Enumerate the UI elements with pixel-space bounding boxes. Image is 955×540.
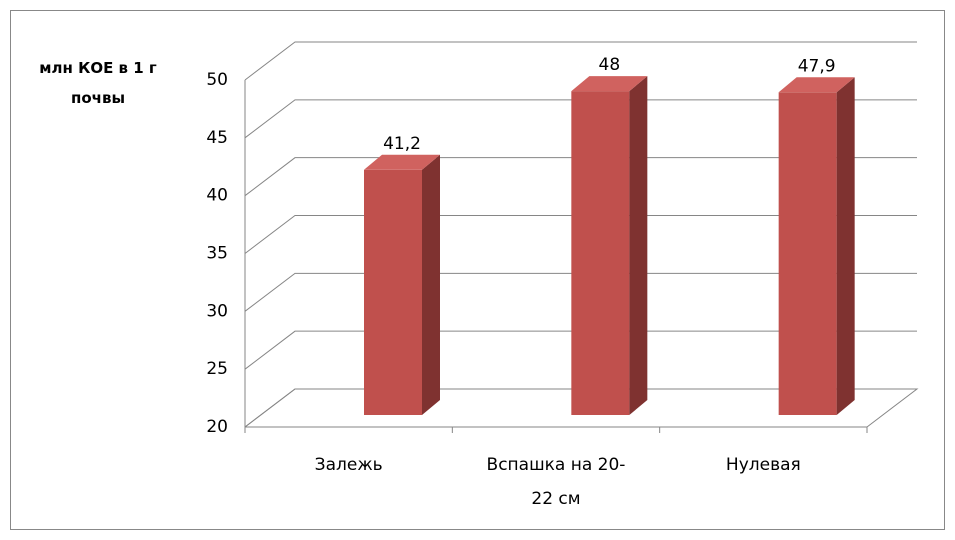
- y-tick-label: 40: [206, 186, 228, 206]
- y-tick-label: 50: [206, 70, 228, 90]
- bar-front: [778, 92, 837, 415]
- grid-line: [244, 99, 917, 139]
- bar-side: [629, 76, 648, 415]
- x-tick-label: Залежь: [315, 455, 383, 475]
- bar-side: [422, 154, 440, 415]
- bar-front: [571, 91, 630, 415]
- value-label: 41,2: [383, 134, 421, 154]
- grid-line: [244, 330, 917, 370]
- y-tick-label: 45: [206, 128, 228, 148]
- bar-front: [364, 169, 422, 415]
- bar: [778, 77, 855, 415]
- y-tick-label: 25: [206, 359, 228, 379]
- grid-line: [244, 215, 917, 254]
- y-tick-label: 35: [206, 244, 228, 264]
- y-tick-label: 20: [206, 417, 228, 437]
- bar-side: [836, 77, 855, 415]
- value-label: 48: [599, 55, 621, 75]
- bar-top: [571, 76, 648, 92]
- bar-top: [364, 154, 440, 170]
- bar: [571, 76, 648, 415]
- bar-top: [778, 77, 855, 93]
- grid-line: [244, 157, 917, 197]
- x-tick-label: Вспашка на 20-22 см: [487, 455, 626, 509]
- grid-line: [244, 41, 917, 81]
- grid-line: [244, 272, 917, 312]
- value-label: 47,9: [798, 56, 836, 76]
- y-axis-label: млн КОЕ в 1 г почвы: [39, 59, 157, 107]
- bar: [364, 154, 440, 415]
- grid-line: [244, 388, 917, 428]
- x-tick-label: Нулевая: [726, 455, 801, 475]
- y-tick-label: 30: [206, 301, 228, 321]
